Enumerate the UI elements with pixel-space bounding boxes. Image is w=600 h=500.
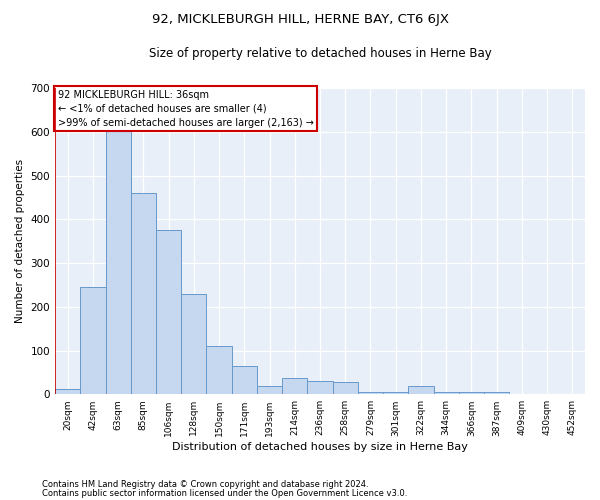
- Bar: [156, 230, 181, 394]
- Bar: [232, 366, 257, 394]
- Y-axis label: Number of detached properties: Number of detached properties: [15, 159, 25, 324]
- Bar: [459, 392, 484, 394]
- X-axis label: Distribution of detached houses by size in Herne Bay: Distribution of detached houses by size …: [172, 442, 468, 452]
- Text: 92 MICKLEBURGH HILL: 36sqm
← <1% of detached houses are smaller (4)
>99% of semi: 92 MICKLEBURGH HILL: 36sqm ← <1% of deta…: [58, 90, 314, 128]
- Text: Contains HM Land Registry data © Crown copyright and database right 2024.: Contains HM Land Registry data © Crown c…: [42, 480, 368, 489]
- Text: Contains public sector information licensed under the Open Government Licence v3: Contains public sector information licen…: [42, 488, 407, 498]
- Bar: [257, 386, 282, 394]
- Bar: [332, 382, 358, 394]
- Bar: [80, 287, 106, 395]
- Bar: [282, 378, 307, 394]
- Bar: [106, 121, 131, 394]
- Bar: [409, 386, 434, 394]
- Bar: [358, 392, 383, 394]
- Bar: [206, 346, 232, 395]
- Bar: [383, 392, 409, 394]
- Title: Size of property relative to detached houses in Herne Bay: Size of property relative to detached ho…: [149, 48, 491, 60]
- Text: 92, MICKLEBURGH HILL, HERNE BAY, CT6 6JX: 92, MICKLEBURGH HILL, HERNE BAY, CT6 6JX: [151, 12, 449, 26]
- Bar: [307, 381, 332, 394]
- Bar: [181, 294, 206, 394]
- Bar: [131, 193, 156, 394]
- Bar: [484, 392, 509, 394]
- Bar: [55, 389, 80, 394]
- Bar: [434, 392, 459, 394]
